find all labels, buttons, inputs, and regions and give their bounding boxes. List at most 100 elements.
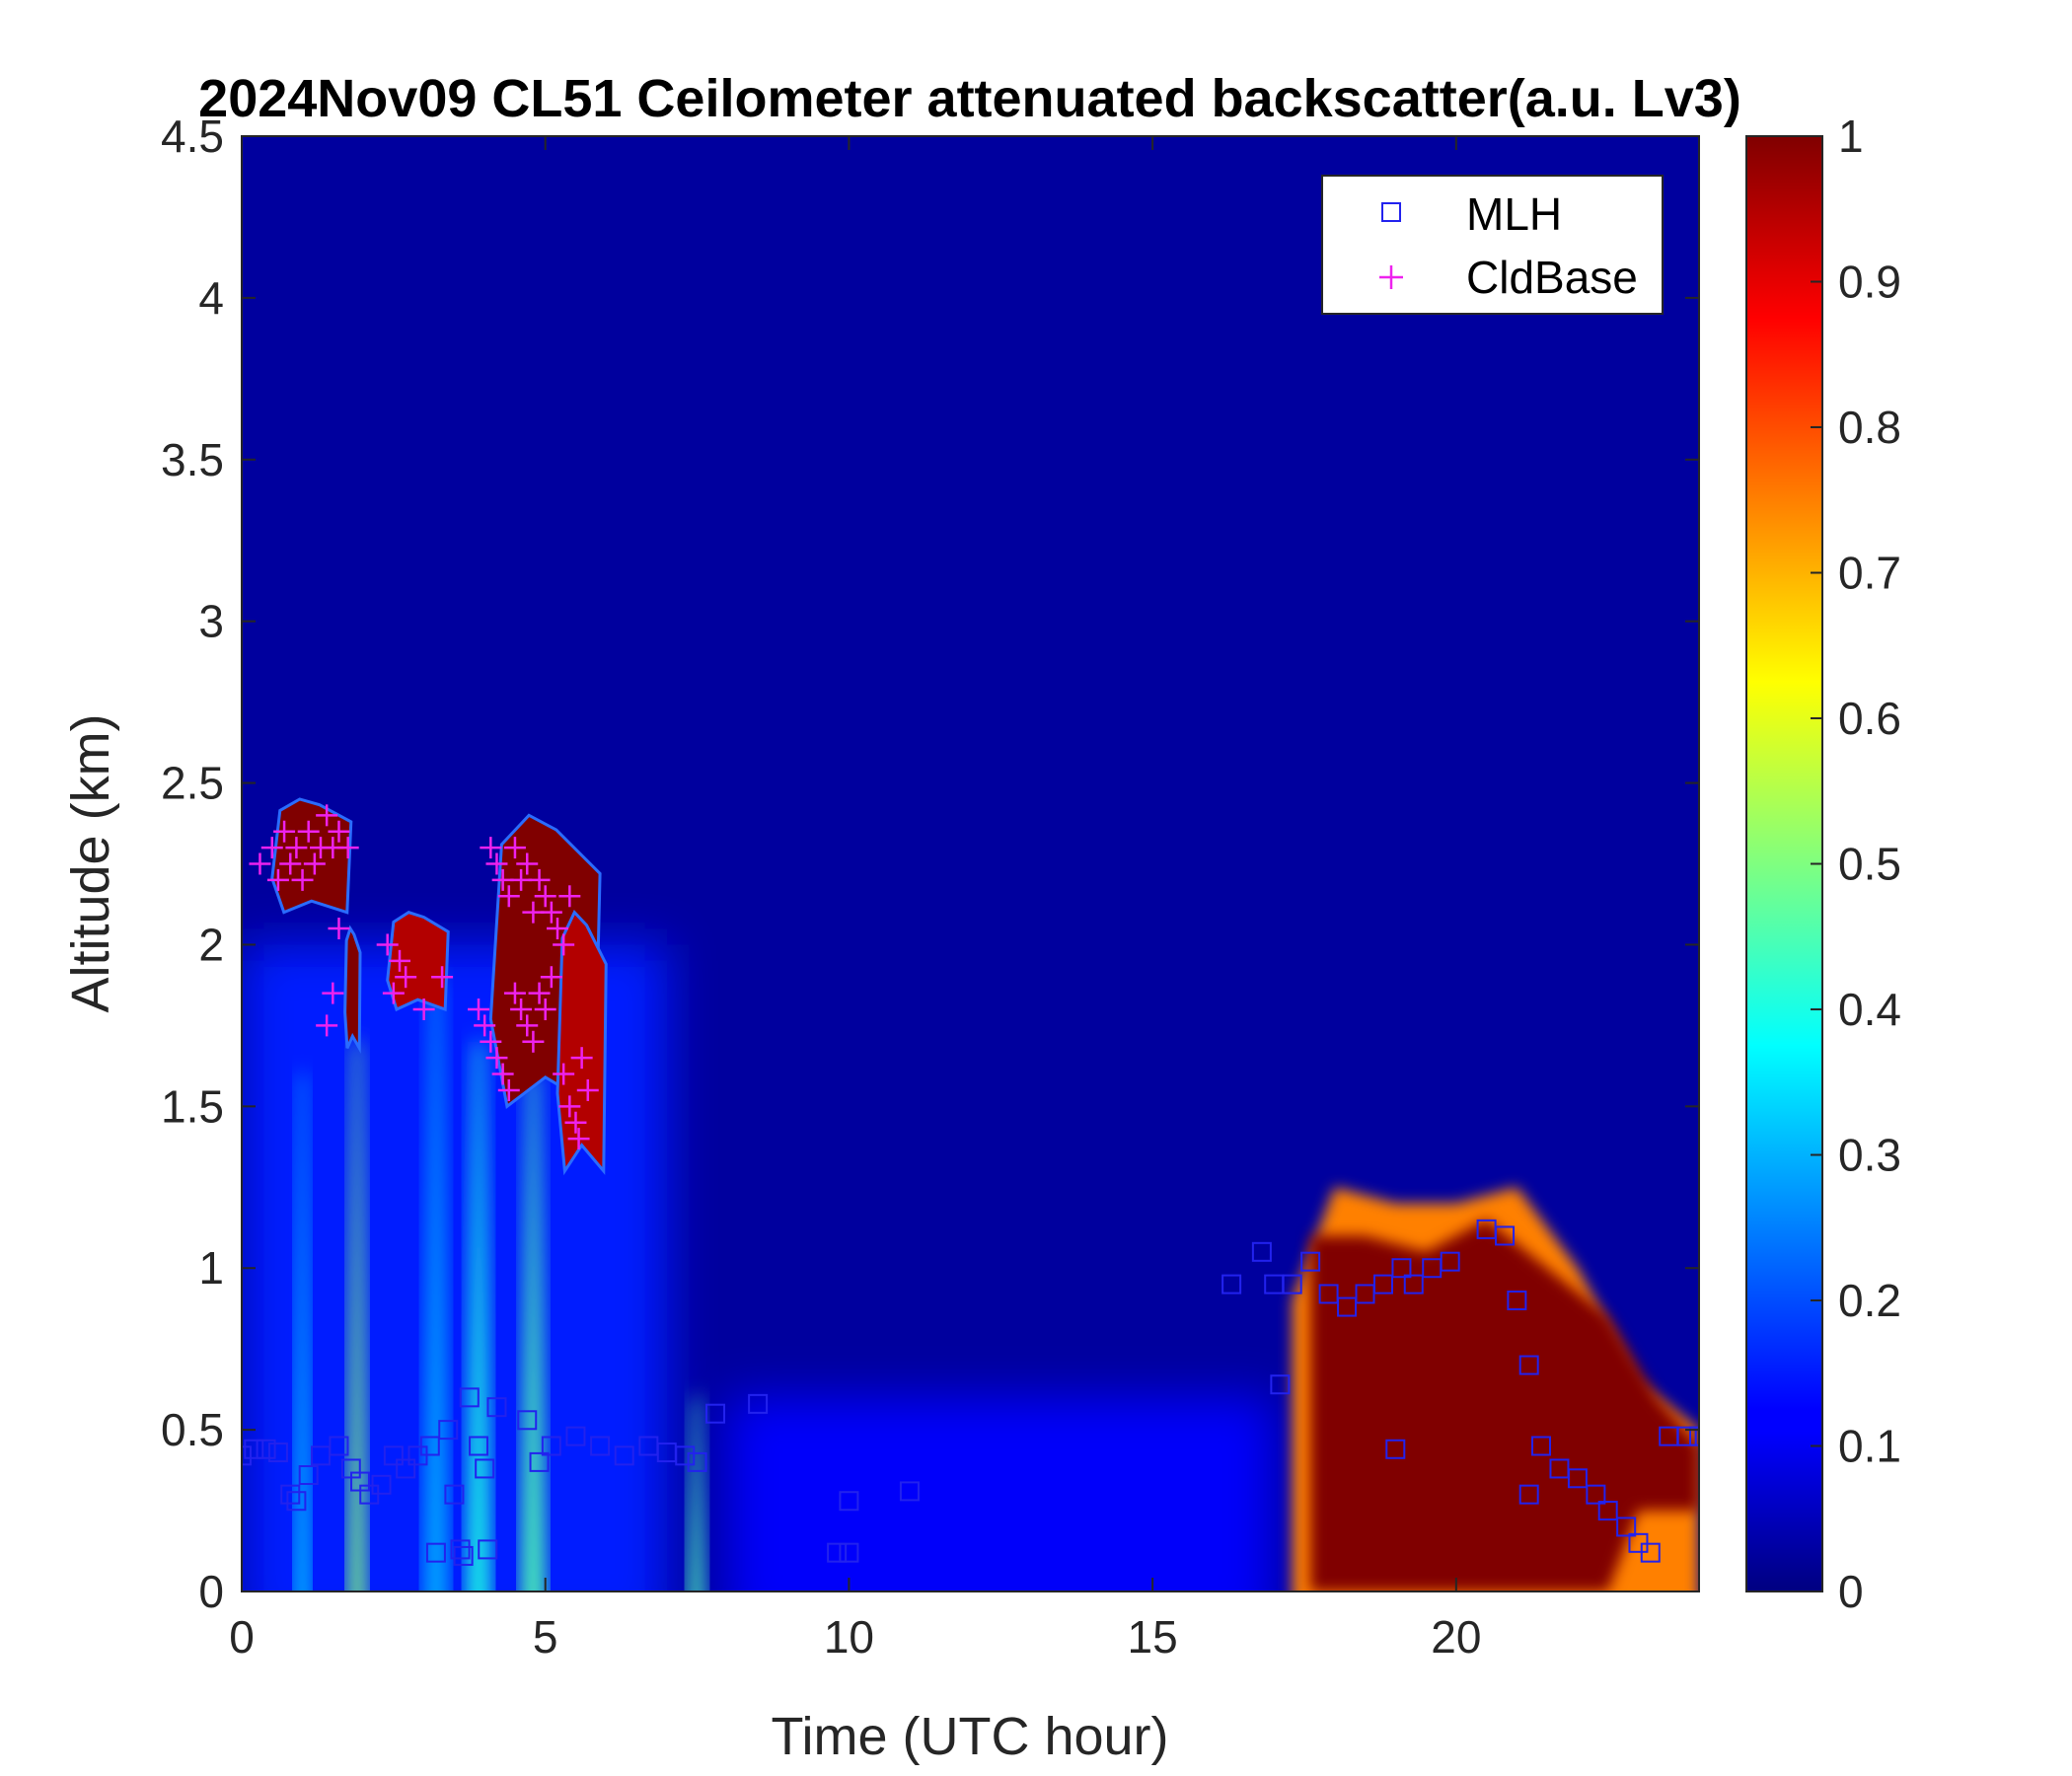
- cldbase-point-37: [468, 999, 490, 1020]
- cldbase-point-36: [558, 885, 581, 908]
- mlh-point-52: [1372, 1274, 1393, 1295]
- mlh-point-6: [298, 1465, 319, 1485]
- mlh-point-1: [244, 1439, 264, 1459]
- colorbar-tick-label-2: 0.2: [1838, 1275, 1901, 1326]
- mlh-point-60: [1507, 1291, 1527, 1310]
- y-tick-label-9: 4.5: [161, 111, 224, 162]
- plot-area: [242, 136, 1699, 1591]
- cldbase-point-38: [474, 1014, 496, 1037]
- mlh-point-3: [267, 1443, 288, 1463]
- mlh-point-41: [839, 1542, 859, 1563]
- mlh-point-44: [1251, 1241, 1272, 1262]
- cldbase-point-53: [570, 1047, 593, 1070]
- mlh-point-19: [444, 1484, 465, 1505]
- y-tick-label-7: 3.5: [161, 434, 224, 485]
- mlh-point-62: [1518, 1484, 1539, 1505]
- x-axis-label: Time (UTC hour): [771, 1707, 1168, 1766]
- heatmap-features: [242, 797, 1699, 1591]
- mlh-point-42: [899, 1481, 920, 1502]
- colorbar-tick-label-3: 0.3: [1838, 1130, 1901, 1181]
- cldbase-point-45: [516, 1014, 539, 1037]
- mlh-point-23: [469, 1436, 489, 1456]
- cldbase-point-6: [291, 868, 314, 891]
- heatmap-cloud-12: [386, 911, 450, 1012]
- mlh-point-72: [1676, 1426, 1697, 1446]
- cldbase-point-52: [567, 1128, 590, 1150]
- mlh-point-21: [453, 1545, 474, 1566]
- cldbase-point-20: [395, 966, 417, 989]
- cldbase-point-16: [322, 982, 344, 1004]
- mlh-point-30: [565, 1426, 586, 1446]
- mlh-point-20: [450, 1539, 471, 1560]
- mlh-point-43: [1221, 1274, 1242, 1295]
- colorbar-tick-label-6: 0.6: [1838, 693, 1901, 744]
- x-tick-label-3: 15: [1128, 1611, 1178, 1663]
- legend: MLH CldBase: [1321, 175, 1664, 315]
- cldbase-point-17: [376, 933, 399, 956]
- mlh-point-38: [748, 1393, 769, 1414]
- cldbase-point-0: [249, 852, 271, 875]
- mlh-point-29: [541, 1436, 561, 1456]
- colorbar-tick-label-10: 1: [1838, 111, 1864, 162]
- heatmap-plume-6: [688, 1397, 706, 1591]
- mlh-point-70: [1640, 1542, 1661, 1563]
- y-tick-label-1: 0.5: [161, 1404, 224, 1455]
- cldbase-point-40: [485, 1047, 508, 1070]
- cldbase-point-14: [328, 918, 350, 940]
- cldbase-point-54: [576, 1078, 599, 1101]
- cldbase-point-42: [497, 1078, 520, 1101]
- cldbase-point-46: [522, 1030, 545, 1053]
- mlh-point-63: [1530, 1436, 1551, 1456]
- y-axis-label: Altitude (km): [61, 713, 120, 1012]
- mlh-point-49: [1318, 1284, 1339, 1304]
- x-axis: 0 5 10 15 20: [229, 136, 1481, 1663]
- mlh-point-26: [486, 1397, 507, 1418]
- x-tick-label-0: 0: [229, 1611, 255, 1663]
- cldbase-point-2: [266, 868, 289, 891]
- mlh-point-59: [1495, 1225, 1516, 1246]
- heatmap-surface_haze-7: [727, 1397, 1275, 1591]
- heatmap-cloud-11: [343, 925, 362, 1054]
- x-tick-label-1: 5: [533, 1611, 558, 1663]
- cldbase-markers: [249, 804, 599, 1150]
- mlh-point-61: [1518, 1355, 1539, 1375]
- y-axis: 0 0.5 1 1.5 2 2.5 3 3.5 4 4.5: [161, 111, 1699, 1617]
- cldbase-point-47: [528, 982, 551, 1004]
- cldbase-point-21: [412, 999, 435, 1020]
- mlh-point-65: [1567, 1468, 1588, 1489]
- colorbar: 0 0.1 0.2 0.3 0.4 0.5 0.6 0.7 0.8 0.9 1: [1745, 111, 1901, 1617]
- mlh-point-22: [459, 1387, 480, 1408]
- y-tick-label-8: 4: [198, 272, 224, 324]
- mlh-point-31: [590, 1436, 611, 1456]
- cldbase-point-25: [491, 868, 514, 891]
- cldbase-point-12: [328, 820, 350, 843]
- mlh-point-14: [396, 1458, 416, 1479]
- heatmap-plume-2: [347, 1041, 366, 1591]
- mlh-point-54: [1391, 1258, 1412, 1279]
- cldbase-point-29: [516, 852, 539, 875]
- cldbase-point-50: [558, 1095, 581, 1118]
- cldbase-point-33: [540, 901, 562, 924]
- plot-frame: [241, 135, 1700, 1592]
- mlh-point-24: [475, 1458, 495, 1479]
- cldbase-point-5: [285, 837, 308, 859]
- cldbase-point-55: [540, 966, 562, 989]
- cldbase-point-31: [528, 868, 551, 891]
- mlh-point-17: [425, 1542, 446, 1563]
- cldbase-point-24: [485, 852, 508, 875]
- mlh-point-5: [286, 1491, 307, 1512]
- cldbase-point-49: [553, 1063, 575, 1085]
- y-tick-label-6: 3: [198, 596, 224, 647]
- mlh-point-36: [687, 1451, 707, 1472]
- mlh-point-12: [371, 1474, 392, 1495]
- cldbase-point-30: [522, 901, 545, 924]
- y-tick-label-4: 2: [198, 919, 224, 970]
- cldbase-point-1: [260, 837, 283, 859]
- mlh-point-32: [614, 1445, 634, 1466]
- legend-cldbase-label: CldBase: [1466, 252, 1638, 303]
- mlh-point-28: [529, 1451, 550, 1472]
- mlh-markers: [242, 1219, 1699, 1566]
- cldbase-point-43: [503, 982, 526, 1004]
- y-tick-label-5: 2.5: [161, 758, 224, 809]
